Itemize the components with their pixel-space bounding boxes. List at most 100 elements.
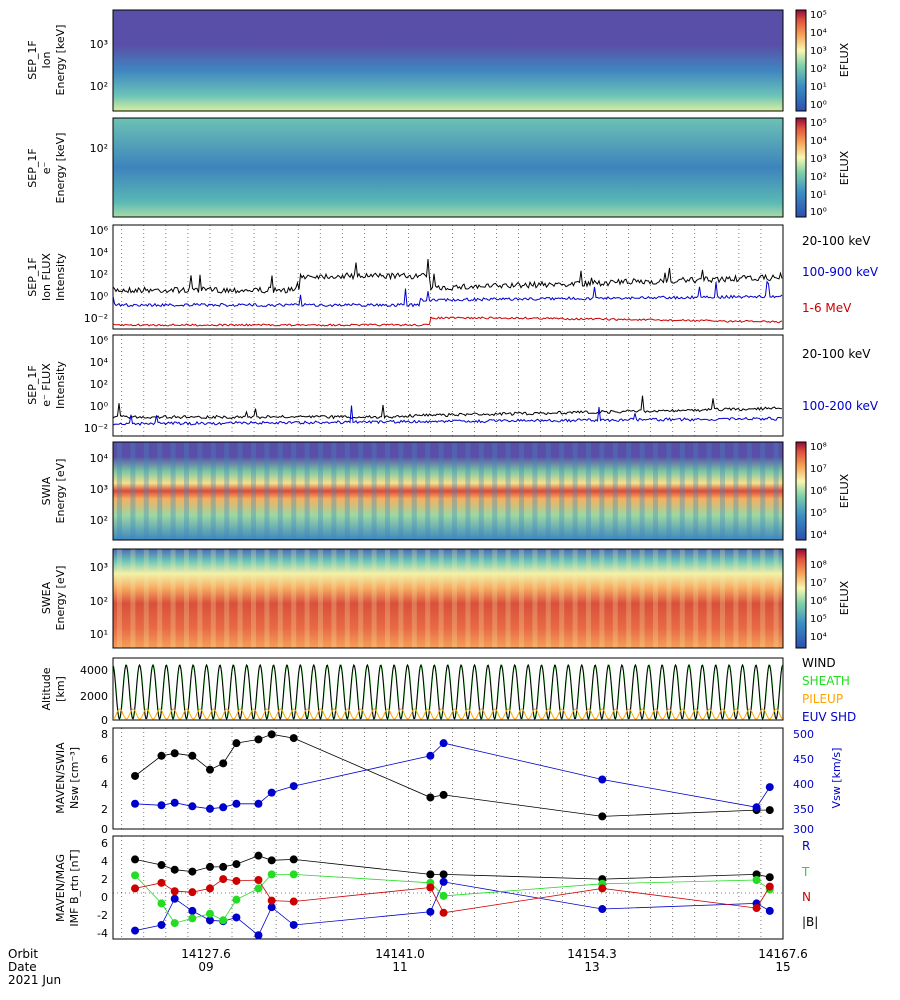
sep-ion-flux-100-900kev-line — [112, 280, 783, 308]
orbit-stripe — [478, 549, 484, 648]
orbit-stripe — [465, 549, 471, 648]
sep-ion-flux-ytick-2: 10² — [90, 268, 108, 281]
mag-legend-absb: |B| — [802, 915, 818, 929]
mag-ytick-0: 6 — [101, 837, 108, 850]
sep-e-ytick-0: 10² — [90, 142, 108, 155]
swia-moments-ytick-2: 4 — [101, 778, 108, 791]
orbit-stripe — [358, 442, 364, 540]
data-point-T — [254, 884, 263, 893]
data-point-Nsw — [219, 759, 228, 768]
orbit-stripe — [572, 442, 578, 540]
swea-ylabel-2: Energy [eV] — [54, 566, 67, 631]
swea-colorbar — [795, 548, 807, 649]
data-point-Vsw — [131, 799, 140, 808]
swia-moments-ylabel-right: Vsw [km/s] — [830, 748, 843, 809]
data-point-N — [157, 878, 166, 887]
swea-spectrogram-image — [113, 549, 783, 648]
swia-cbar-tick-2: 10⁶ — [810, 486, 827, 497]
swea-orbit-stripes — [117, 549, 779, 648]
data-point-Vsw — [765, 783, 774, 792]
sep-e-spectrogram-image — [113, 118, 783, 217]
orbit-stripe — [746, 442, 752, 540]
sep-e-flux-legend-0: 20-100 keV — [802, 347, 871, 361]
swia-moments-frame — [112, 727, 784, 830]
orbit-stripe — [599, 549, 605, 648]
data-point-Vsw — [232, 799, 241, 808]
sep-e-flux-ytick-2: 10² — [90, 378, 108, 391]
orbit-stripe — [143, 442, 149, 540]
orbit-stripe — [143, 549, 149, 648]
data-point-Nsw — [439, 790, 448, 799]
orbit-stripe — [653, 442, 658, 540]
sep-ion-cbar-tick-0: 10⁵ — [810, 10, 827, 21]
data-point-|B| — [232, 860, 241, 869]
orbit-stripe — [411, 442, 417, 540]
orbit-stripe — [586, 549, 591, 648]
orbit-stripe — [398, 442, 404, 540]
time-axis: Orbit Date 2021 Jun 14127.6 09 14141.0 1… — [8, 947, 808, 987]
data-point-|B| — [765, 873, 774, 882]
orbit-stripe — [438, 442, 444, 540]
swia-moments-ylabel-2: Nsw [cm⁻³] — [68, 747, 81, 809]
orbit-stripe — [492, 549, 498, 648]
orbit-stripe — [666, 442, 672, 540]
mag-legend-t: T — [801, 865, 810, 879]
orbit-stripe — [639, 549, 645, 648]
swia-moments-ytick-3: 2 — [101, 803, 108, 816]
sep-e-flux-20-100kev-line — [112, 395, 783, 420]
orbit-stripe — [210, 549, 216, 648]
swea-ylabel-1: SWEA — [40, 581, 53, 614]
panel-sep-ion-spectrogram: SEP_1F Ion Energy [keV] 10³ 10² 10⁵ 10⁴ … — [26, 9, 851, 112]
orbit-stripe — [586, 442, 591, 540]
orbit-stripe — [318, 442, 323, 540]
data-point-Vsw — [439, 739, 448, 748]
orbit-stripe — [117, 442, 122, 540]
orbit-stripe — [599, 442, 605, 540]
sep-ion-flux-legend-1: 100-900 keV — [802, 265, 879, 279]
sep-ion-flux-ytick-3: 10⁰ — [90, 290, 109, 303]
orbit-stripe — [318, 549, 323, 648]
data-point-|B| — [254, 851, 263, 860]
data-point-T — [131, 871, 140, 880]
data-point-|B| — [131, 855, 140, 864]
sep-ion-flux-ytick-4: 10⁻² — [84, 312, 108, 325]
data-point-N — [254, 876, 263, 885]
orbit-stripe — [693, 549, 699, 648]
orbit-stripe — [371, 549, 377, 648]
data-point-Vsw — [219, 803, 228, 812]
swea-ytick-1: 10² — [90, 595, 108, 608]
orbit-stripe — [505, 442, 511, 540]
sep-e-cbar-tick-3: 10² — [810, 172, 827, 183]
orbit-stripe — [237, 549, 243, 648]
panel-swia-spectrogram: SWIA Energy [eV] 10⁴ 10³ 10² 10⁸ 10⁷ 10⁶… — [40, 441, 851, 541]
orbit-stripe — [626, 442, 632, 540]
panel-sep-ion-flux: SEP_1F Ion FLUX Intensity 10⁶ 10⁴ 10² 10… — [26, 224, 879, 330]
swia-cbar-tick-1: 10⁷ — [810, 464, 827, 475]
altitude-legend-wind: WIND — [802, 656, 836, 670]
sep-ion-colorbar — [795, 9, 807, 112]
sep-e-flux-100-200kev-line — [112, 405, 783, 426]
orbit-stripe — [733, 442, 739, 540]
data-point-Nsw — [289, 734, 298, 743]
data-point-R — [170, 894, 179, 903]
swea-ytick-2: 10¹ — [90, 628, 108, 641]
mag-ytick-2: 2 — [101, 873, 108, 886]
orbit-stripe — [425, 549, 431, 648]
mag-ytick-4: -2 — [97, 909, 108, 922]
data-point-T — [157, 899, 166, 908]
sep-ion-flux-ytick-0: 10⁶ — [90, 224, 109, 237]
orbit-stripe — [130, 549, 136, 648]
mag-ytick-1: 4 — [101, 855, 108, 868]
sep-e-colorbar — [795, 117, 807, 218]
orbit-stripe — [733, 549, 739, 648]
data-point-Vsw — [205, 804, 214, 813]
sep-e-cbar-tick-0: 10⁵ — [810, 118, 827, 129]
sep-ion-frame — [112, 9, 784, 112]
swea-cbar-tick-2: 10⁶ — [810, 596, 827, 607]
orbit-stripe — [532, 549, 538, 648]
orbit-stripe — [411, 549, 417, 648]
orbit-stripe — [773, 442, 779, 540]
data-point-N — [439, 908, 448, 917]
orbit-stripe — [277, 549, 283, 648]
